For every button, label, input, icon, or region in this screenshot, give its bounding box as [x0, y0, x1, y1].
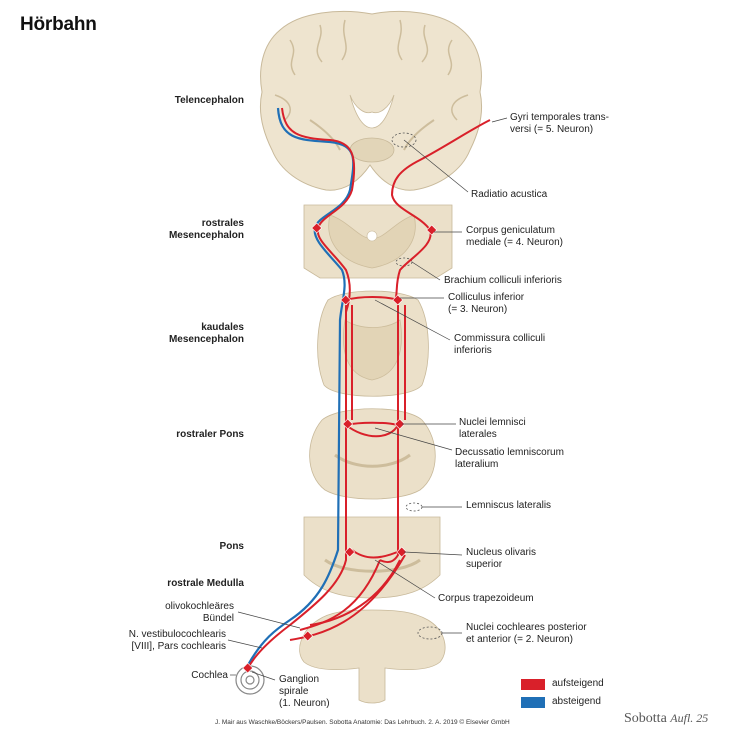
label-lemniscus-lateralis: Lemniscus lateralis	[466, 500, 552, 511]
level-rostral-medulla: rostrale Medulla	[167, 578, 244, 589]
label-brachium-colliculi: Brachium colliculi inferioris	[444, 275, 562, 286]
caudal-mesencephalon-section	[317, 290, 429, 397]
level-caudal-mesencephalon: kaudales Mesencephalon	[168, 322, 244, 345]
ascending-pathway-lines	[247, 107, 491, 669]
brand-edition: Aufl. 25	[670, 711, 709, 725]
level-rostral-mesencephalon: rostrales Mesencephalon	[168, 218, 244, 241]
legend-ascending-swatch	[521, 679, 545, 690]
label-corpus-geniculatum: Corpus geniculatum mediale (= 4. Neuron)	[466, 225, 563, 248]
label-olivocochlear-bundle: olivokochleäres Bündel	[165, 601, 234, 624]
label-cochlea: Cochlea	[191, 670, 228, 681]
telencephalon-section	[259, 10, 483, 191]
brand-logo: Sobotta Aufl. 25	[624, 711, 708, 727]
level-telencephalon: Telencephalon	[174, 95, 244, 106]
label-decussatio-lemniscorum: Decussatio lemniscorum lateralium	[455, 447, 564, 470]
level-rostral-pons: rostraler Pons	[176, 429, 244, 440]
label-nuclei-cochleares: Nuclei cochleares posterior et anterior …	[466, 622, 587, 645]
descending-pathway-line	[247, 107, 355, 666]
label-commissura-colliculi: Commissura colliculi inferioris	[454, 333, 546, 356]
level-pons: Pons	[219, 541, 244, 552]
legend-descending-swatch	[521, 697, 545, 708]
neuron-markers	[242, 222, 438, 674]
leader-lines	[227, 117, 508, 681]
label-radiatio-acustica: Radiatio acustica	[471, 189, 548, 200]
legend-ascending-label: aufsteigend	[552, 678, 604, 689]
rostral-pons-section	[309, 408, 436, 512]
label-colliculus-inferior: Colliculus inferior (= 3. Neuron)	[448, 292, 525, 315]
legend-descending-label: absteigend	[552, 696, 601, 707]
label-vestibulocochlear-nerve: N. vestibulocochlearis [VIII], Pars coch…	[128, 629, 226, 652]
label-ganglion-spirale: Ganglion spirale (1. Neuron)	[279, 674, 330, 709]
brand-name: Sobotta	[624, 711, 667, 726]
page-title: Hörbahn	[20, 14, 97, 35]
label-corpus-trapezoideum: Corpus trapezoideum	[438, 593, 534, 604]
image-credit: J. Mair aus Waschke/Böckers/Paulsen. Sob…	[215, 719, 510, 726]
label-gyri-temporales: Gyri temporales trans- versi (= 5. Neuro…	[510, 112, 609, 135]
label-nucleus-olivaris: Nucleus olivaris superior	[466, 547, 537, 570]
label-nuclei-lemnisci: Nuclei lemnisci laterales	[459, 417, 526, 440]
